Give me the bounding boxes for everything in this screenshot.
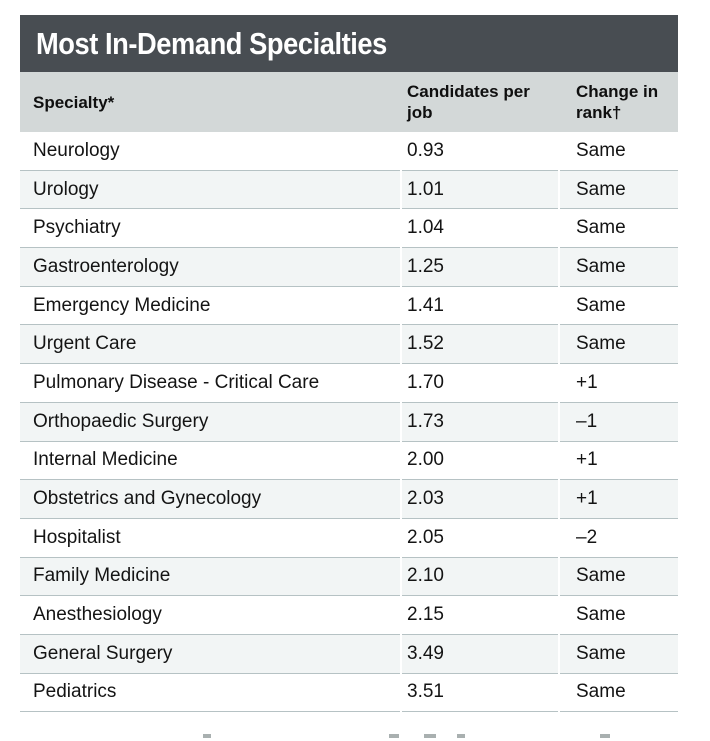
candidates-cell: 1.73 [402,402,558,442]
candidates-cell: 2.03 [402,480,558,519]
candidates-cell: 2.05 [402,519,558,558]
change-cell: Same [560,248,678,287]
table-row: Urgent Care 1.52 Same [20,325,678,365]
table-header-row: Specialty* Candidates per job Change in … [20,72,678,132]
clipped-footnote [0,734,710,741]
specialty-cell: Emergency Medicine [20,287,400,326]
column-header-candidates-per-job: Candidates per job [407,82,530,122]
table-row: Internal Medicine 2.00 +1 [20,442,678,481]
specialties-table: Most In-Demand Specialties Specialty* Ca… [20,15,678,713]
table-row: Orthopaedic Surgery 1.73 –1 [20,402,678,442]
candidates-cell: 1.41 [402,287,558,326]
change-cell: Same [560,634,678,674]
specialty-cell: Urology [20,170,400,210]
specialty-cell: Gastroenterology [20,248,400,287]
table-row: Hospitalist 2.05 –2 [20,519,678,558]
table-row: Anesthesiology 2.15 Same [20,596,678,635]
specialty-cell: Pediatrics [20,674,400,713]
change-cell: Same [560,674,678,713]
clipped-text-fragment [389,734,399,738]
candidates-cell: 1.01 [402,170,558,210]
table-row: Obstetrics and Gynecology 2.03 +1 [20,480,678,519]
specialty-cell: Obstetrics and Gynecology [20,480,400,519]
table-row: Neurology 0.93 Same [20,132,678,171]
column-header-specialty: Specialty* [33,92,115,112]
table-body: Neurology 0.93 Same Urology 1.01 Same Ps… [20,132,678,713]
change-cell: Same [560,132,678,171]
change-cell: Same [560,209,678,249]
change-cell: +1 [560,364,678,403]
table-row: Urology 1.01 Same [20,170,678,210]
specialty-cell: Orthopaedic Surgery [20,402,400,442]
candidates-cell: 3.49 [402,634,558,674]
change-cell: Same [560,287,678,326]
candidates-cell: 1.70 [402,364,558,403]
candidates-cell: 2.00 [402,442,558,481]
clipped-text-fragment [600,734,610,738]
candidates-cell: 1.25 [402,248,558,287]
specialty-cell: Urgent Care [20,325,400,365]
table-row: Family Medicine 2.10 Same [20,557,678,597]
change-cell: –2 [560,519,678,558]
change-cell: Same [560,596,678,635]
candidates-cell: 0.93 [402,132,558,171]
change-cell: +1 [560,442,678,481]
table-row: General Surgery 3.49 Same [20,634,678,674]
specialty-cell: Anesthesiology [20,596,400,635]
specialty-cell: Neurology [20,132,400,171]
specialty-cell: General Surgery [20,634,400,674]
clipped-text-fragment [457,734,465,738]
table-row: Psychiatry 1.04 Same [20,209,678,249]
specialty-cell: Pulmonary Disease - Critical Care [20,364,400,403]
clipped-text-fragment [424,734,436,738]
candidates-cell: 3.51 [402,674,558,713]
change-cell: +1 [560,480,678,519]
table-title: Most In-Demand Specialties [36,25,387,61]
clipped-text-fragment [203,734,211,738]
table-title-bar: Most In-Demand Specialties [20,15,678,72]
candidates-cell: 2.10 [402,557,558,597]
candidates-cell: 1.04 [402,209,558,249]
table-row: Emergency Medicine 1.41 Same [20,287,678,326]
candidates-cell: 2.15 [402,596,558,635]
specialty-cell: Psychiatry [20,209,400,249]
table-row: Pulmonary Disease - Critical Care 1.70 +… [20,364,678,403]
specialty-cell: Family Medicine [20,557,400,597]
change-cell: Same [560,170,678,210]
table-row: Gastroenterology 1.25 Same [20,248,678,287]
table-row: Pediatrics 3.51 Same [20,674,678,713]
candidates-cell: 1.52 [402,325,558,365]
specialty-cell: Internal Medicine [20,442,400,481]
specialty-cell: Hospitalist [20,519,400,558]
change-cell: Same [560,557,678,597]
column-header-change-in-rank: Change in rank† [576,82,659,122]
change-cell: Same [560,325,678,365]
change-cell: –1 [560,402,678,442]
